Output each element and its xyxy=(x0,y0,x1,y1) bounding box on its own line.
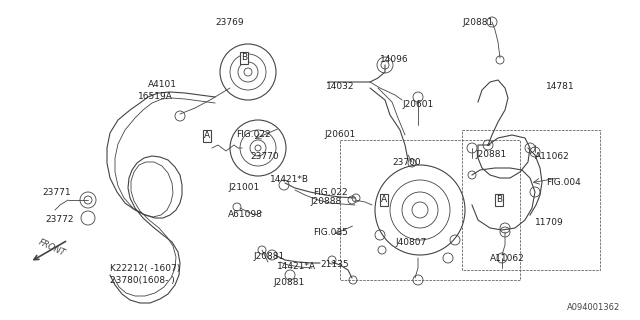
Text: A: A xyxy=(381,196,387,204)
Text: J21001: J21001 xyxy=(228,183,259,192)
Text: FIG.022: FIG.022 xyxy=(313,188,348,197)
Text: 14096: 14096 xyxy=(380,55,408,64)
Text: 14421*A: 14421*A xyxy=(277,262,316,271)
Text: J20601: J20601 xyxy=(324,130,355,139)
Text: J20881: J20881 xyxy=(475,150,506,159)
Text: A094001362: A094001362 xyxy=(567,303,620,312)
Text: K22212( -1607): K22212( -1607) xyxy=(110,264,180,273)
Text: 16519A: 16519A xyxy=(138,92,173,101)
Text: 23700: 23700 xyxy=(392,158,420,167)
Text: A4101: A4101 xyxy=(148,80,177,89)
Text: B: B xyxy=(241,53,247,62)
Text: A: A xyxy=(204,132,210,140)
Text: 23772: 23772 xyxy=(45,215,74,224)
Text: 23769: 23769 xyxy=(215,18,244,27)
Text: J20601: J20601 xyxy=(402,100,433,109)
Text: 21135: 21135 xyxy=(320,260,349,269)
Text: J20888: J20888 xyxy=(310,197,341,206)
Text: J20881: J20881 xyxy=(462,18,493,27)
Text: J40807: J40807 xyxy=(395,238,426,247)
Text: A11062: A11062 xyxy=(490,254,525,263)
Text: FIG.022: FIG.022 xyxy=(236,130,271,139)
Text: J20881: J20881 xyxy=(273,278,304,287)
Text: FIG.004: FIG.004 xyxy=(546,178,580,187)
Text: B: B xyxy=(496,196,502,204)
Text: FRONT: FRONT xyxy=(37,238,67,258)
Text: 14421*B: 14421*B xyxy=(270,175,309,184)
Text: A11062: A11062 xyxy=(535,152,570,161)
Text: 23770: 23770 xyxy=(250,152,278,161)
Text: A61098: A61098 xyxy=(228,210,263,219)
Text: 23780(1608- ): 23780(1608- ) xyxy=(110,276,175,285)
Text: 11709: 11709 xyxy=(535,218,564,227)
Text: 14032: 14032 xyxy=(326,82,355,91)
Text: FIG.035: FIG.035 xyxy=(313,228,348,237)
Text: 14781: 14781 xyxy=(546,82,575,91)
Text: J20881: J20881 xyxy=(253,252,284,261)
Text: 23771: 23771 xyxy=(42,188,70,197)
